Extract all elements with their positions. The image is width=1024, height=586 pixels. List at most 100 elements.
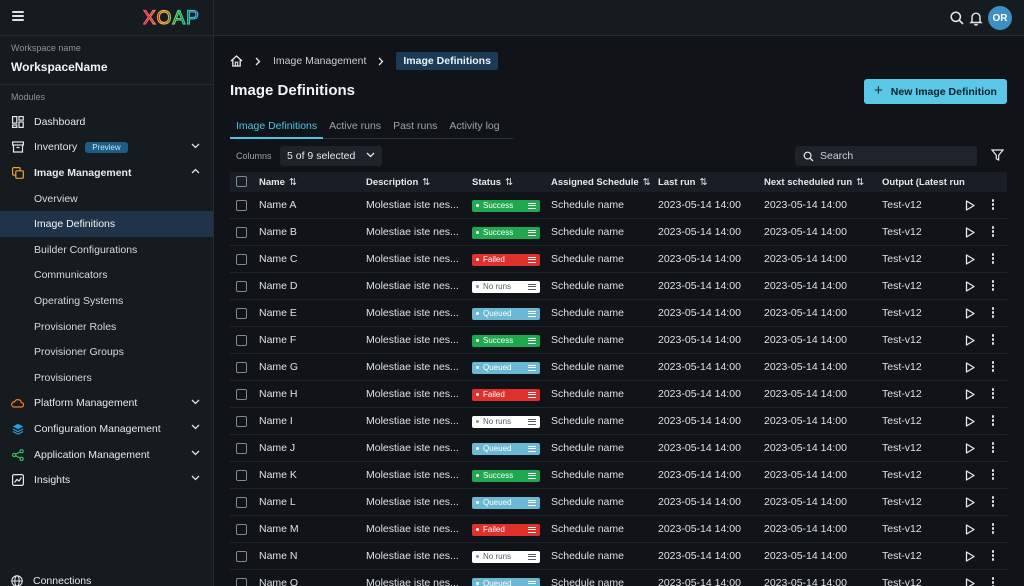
status-badge[interactable]: Failed: [472, 388, 540, 401]
row-checkbox[interactable]: [236, 308, 247, 319]
sidebar-subitem-builder-configurations[interactable]: Builder Configurations: [34, 243, 138, 256]
header-last-run[interactable]: Last run ⇅: [658, 177, 707, 188]
play-icon[interactable]: [965, 416, 975, 427]
tab-past-runs[interactable]: Past runs: [393, 120, 438, 132]
play-icon[interactable]: [965, 200, 975, 211]
tab-image-definitions[interactable]: Image Definitions: [230, 120, 324, 139]
more-options-icon[interactable]: [990, 334, 996, 346]
play-icon[interactable]: [965, 443, 975, 454]
row-checkbox[interactable]: [236, 362, 247, 373]
play-icon[interactable]: [965, 470, 975, 481]
sidebar-item-application-management[interactable]: Application Management: [0, 442, 213, 468]
cell-name[interactable]: Name C: [259, 253, 298, 265]
row-checkbox[interactable]: [236, 335, 247, 346]
chevron-down-icon[interactable]: [191, 399, 200, 405]
status-badge[interactable]: Failed: [472, 523, 540, 536]
cell-name[interactable]: Name N: [259, 550, 298, 562]
more-options-icon[interactable]: [990, 415, 996, 427]
sidebar-subitem-provisioner-groups[interactable]: Provisioner Groups: [34, 346, 124, 359]
more-options-icon[interactable]: [990, 388, 996, 400]
workspace-name[interactable]: WorkspaceName: [11, 60, 108, 74]
more-options-icon[interactable]: [990, 361, 996, 373]
play-icon[interactable]: [965, 335, 975, 346]
more-options-icon[interactable]: [990, 442, 996, 454]
tab-active-runs[interactable]: Active runs: [329, 120, 382, 132]
table-row[interactable]: Name E Molestiae iste nes... Queued Schedul…: [230, 300, 1007, 327]
sidebar-subitem-overview[interactable]: Overview: [34, 192, 78, 205]
play-icon[interactable]: [965, 227, 975, 238]
cell-name[interactable]: Name B: [259, 226, 297, 238]
more-options-icon[interactable]: [990, 307, 996, 319]
home-icon[interactable]: [230, 55, 243, 67]
cell-name[interactable]: Name D: [259, 280, 298, 292]
row-checkbox[interactable]: [236, 470, 247, 481]
avatar[interactable]: OR: [988, 6, 1012, 30]
sidebar-item-image-management[interactable]: Image Management: [0, 160, 213, 186]
cell-name[interactable]: Name E: [259, 307, 297, 319]
status-badge[interactable]: Queued: [472, 361, 540, 374]
table-row[interactable]: Name O Molestiae iste nes... Queued Schedul…: [230, 570, 1007, 586]
row-checkbox[interactable]: [236, 281, 247, 292]
status-badge[interactable]: Success: [472, 334, 540, 347]
row-checkbox[interactable]: [236, 443, 247, 454]
sidebar-subitem-provisioners[interactable]: Provisioners: [34, 371, 92, 384]
more-options-icon[interactable]: [990, 280, 996, 292]
filter-icon[interactable]: [991, 149, 1004, 161]
select-all-checkbox[interactable]: [236, 176, 247, 187]
sidebar-subitem-image-definitions[interactable]: Image Definitions: [0, 211, 213, 237]
table-row[interactable]: Name C Molestiae iste nes... Failed Schedul…: [230, 246, 1007, 273]
row-checkbox[interactable]: [236, 524, 247, 535]
row-checkbox[interactable]: [236, 254, 247, 265]
row-checkbox[interactable]: [236, 551, 247, 562]
row-checkbox[interactable]: [236, 389, 247, 400]
menu-icon[interactable]: [12, 11, 24, 21]
search-input[interactable]: [820, 150, 970, 162]
chevron-up-icon[interactable]: [191, 168, 200, 174]
status-badge[interactable]: Success: [472, 199, 540, 212]
table-row[interactable]: Name M Molestiae iste nes... Failed Schedul…: [230, 516, 1007, 543]
cell-name[interactable]: Name O: [259, 577, 299, 586]
sidebar-item-platform-management[interactable]: Platform Management: [0, 391, 213, 417]
table-row[interactable]: Name K Molestiae iste nes... Success Schedu…: [230, 462, 1007, 489]
row-checkbox[interactable]: [236, 227, 247, 238]
status-badge[interactable]: Queued: [472, 577, 540, 586]
more-options-icon[interactable]: [990, 523, 996, 535]
breadcrumb-image-management[interactable]: Image Management: [273, 55, 367, 67]
chevron-down-icon[interactable]: [191, 450, 200, 456]
sidebar-subitem-communicators[interactable]: Communicators: [34, 269, 108, 282]
cell-name[interactable]: Name L: [259, 496, 296, 508]
cell-name[interactable]: Name H: [259, 388, 298, 400]
table-row[interactable]: Name I Molestiae iste nes... No runs Schedu…: [230, 408, 1007, 435]
search-icon[interactable]: [949, 10, 965, 26]
cell-name[interactable]: Name K: [259, 469, 297, 481]
cell-name[interactable]: Name A: [259, 199, 297, 211]
header-next-scheduled-run[interactable]: Next scheduled run ⇅: [764, 177, 864, 188]
table-row[interactable]: Name H Molestiae iste nes... Failed Schedul…: [230, 381, 1007, 408]
more-options-icon[interactable]: [990, 550, 996, 562]
status-badge[interactable]: Failed: [472, 253, 540, 266]
cell-name[interactable]: Name G: [259, 361, 299, 373]
header-assigned-schedule[interactable]: Assigned Schedule ⇅: [551, 177, 651, 188]
chevron-down-icon[interactable]: [191, 475, 200, 481]
play-icon[interactable]: [965, 578, 975, 586]
play-icon[interactable]: [965, 497, 975, 508]
table-row[interactable]: Name A Molestiae iste nes... Success Schedu…: [230, 192, 1007, 219]
sidebar-subitem-provisioner-roles[interactable]: Provisioner Roles: [34, 320, 117, 333]
row-checkbox[interactable]: [236, 416, 247, 427]
status-badge[interactable]: Queued: [472, 442, 540, 455]
sidebar-item-insights[interactable]: Insights: [0, 467, 213, 493]
more-options-icon[interactable]: [990, 577, 996, 586]
cell-name[interactable]: Name F: [259, 334, 297, 346]
chevron-down-icon[interactable]: [191, 143, 200, 149]
cell-name[interactable]: Name M: [259, 523, 299, 535]
search-box[interactable]: [795, 146, 977, 166]
row-checkbox[interactable]: [236, 578, 247, 586]
play-icon[interactable]: [965, 551, 975, 562]
table-row[interactable]: Name F Molestiae iste nes... Success Schedu…: [230, 327, 1007, 354]
status-badge[interactable]: Success: [472, 469, 540, 482]
bell-icon[interactable]: [968, 10, 984, 26]
more-options-icon[interactable]: [990, 496, 996, 508]
row-checkbox[interactable]: [236, 200, 247, 211]
table-row[interactable]: Name L Molestiae iste nes... Queued Schedul…: [230, 489, 1007, 516]
status-badge[interactable]: Queued: [472, 496, 540, 509]
